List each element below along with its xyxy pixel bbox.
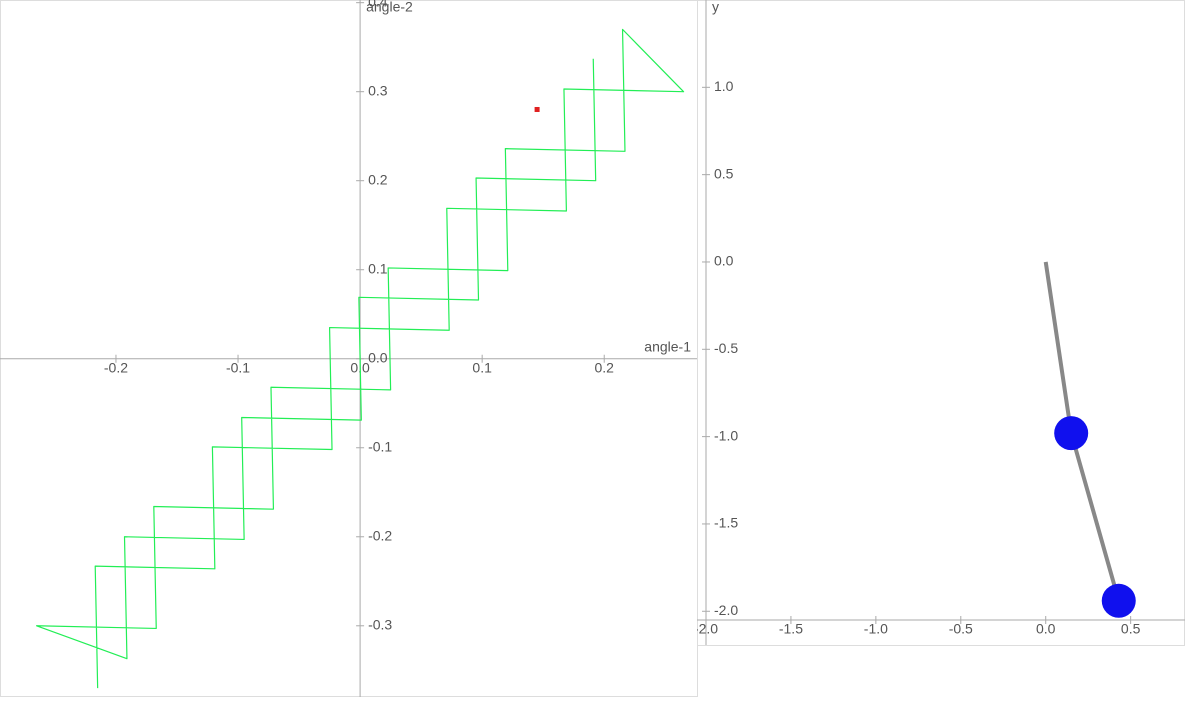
x-tick-label: -0.1 bbox=[226, 359, 250, 375]
y-tick-label: -0.5 bbox=[714, 340, 738, 356]
y-tick-label: -2.0 bbox=[714, 602, 738, 618]
trajectory bbox=[36, 28, 685, 689]
x-tick-label: 0.0 bbox=[1036, 621, 1056, 637]
y-tick-label: 1.0 bbox=[714, 78, 734, 94]
y-tick-label: -1.0 bbox=[714, 427, 738, 443]
x-tick-label: 0.5 bbox=[1121, 621, 1141, 637]
y-tick-label: -0.3 bbox=[368, 616, 392, 632]
phase-plot: -0.2 -0.1 0.0 0.1 0.20.40.30.20.10.0-0.1-0.2… bbox=[0, 0, 697, 697]
phase-panel bbox=[0, 0, 698, 697]
y-axis-label: y bbox=[712, 0, 719, 15]
y-tick-label: 0.0 bbox=[714, 253, 734, 269]
pendulum-panel bbox=[697, 0, 1185, 646]
y-axis-label: angle-2 bbox=[366, 0, 413, 15]
x-tick-label: -1.0 bbox=[864, 621, 888, 637]
x-tick-label: 0.2 bbox=[594, 359, 614, 375]
pendulum-bob bbox=[1054, 416, 1089, 451]
y-tick-label: 0.2 bbox=[368, 171, 388, 187]
pendulum-plot: -2.0 -1.5 -1.0 -0.5 0.0 0.5 1.0 0.5 0.0 -0.5 -1.0 -… bbox=[694, 0, 1185, 645]
pendulum-bob bbox=[1101, 583, 1136, 618]
y-tick-label: -1.5 bbox=[714, 515, 738, 531]
y-tick-label: 0.4 bbox=[368, 0, 388, 9]
x-tick-label: -2.0 bbox=[694, 621, 718, 637]
y-tick-label: -0.1 bbox=[368, 438, 392, 454]
current-state bbox=[534, 106, 540, 112]
y-tick-label: -0.2 bbox=[368, 527, 392, 543]
x-axis-label: angle-1 bbox=[644, 338, 691, 354]
y-tick-label: 0.1 bbox=[368, 260, 388, 276]
y-tick-label: 0.3 bbox=[368, 82, 388, 98]
y-tick-label: 0.5 bbox=[714, 165, 734, 181]
x-tick-label: 0.1 bbox=[472, 359, 492, 375]
x-tick-label: -1.5 bbox=[779, 621, 803, 637]
x-tick-label: -0.5 bbox=[949, 621, 973, 637]
x-tick-label: -0.2 bbox=[104, 359, 128, 375]
y-tick-label: 0.0 bbox=[368, 349, 388, 365]
